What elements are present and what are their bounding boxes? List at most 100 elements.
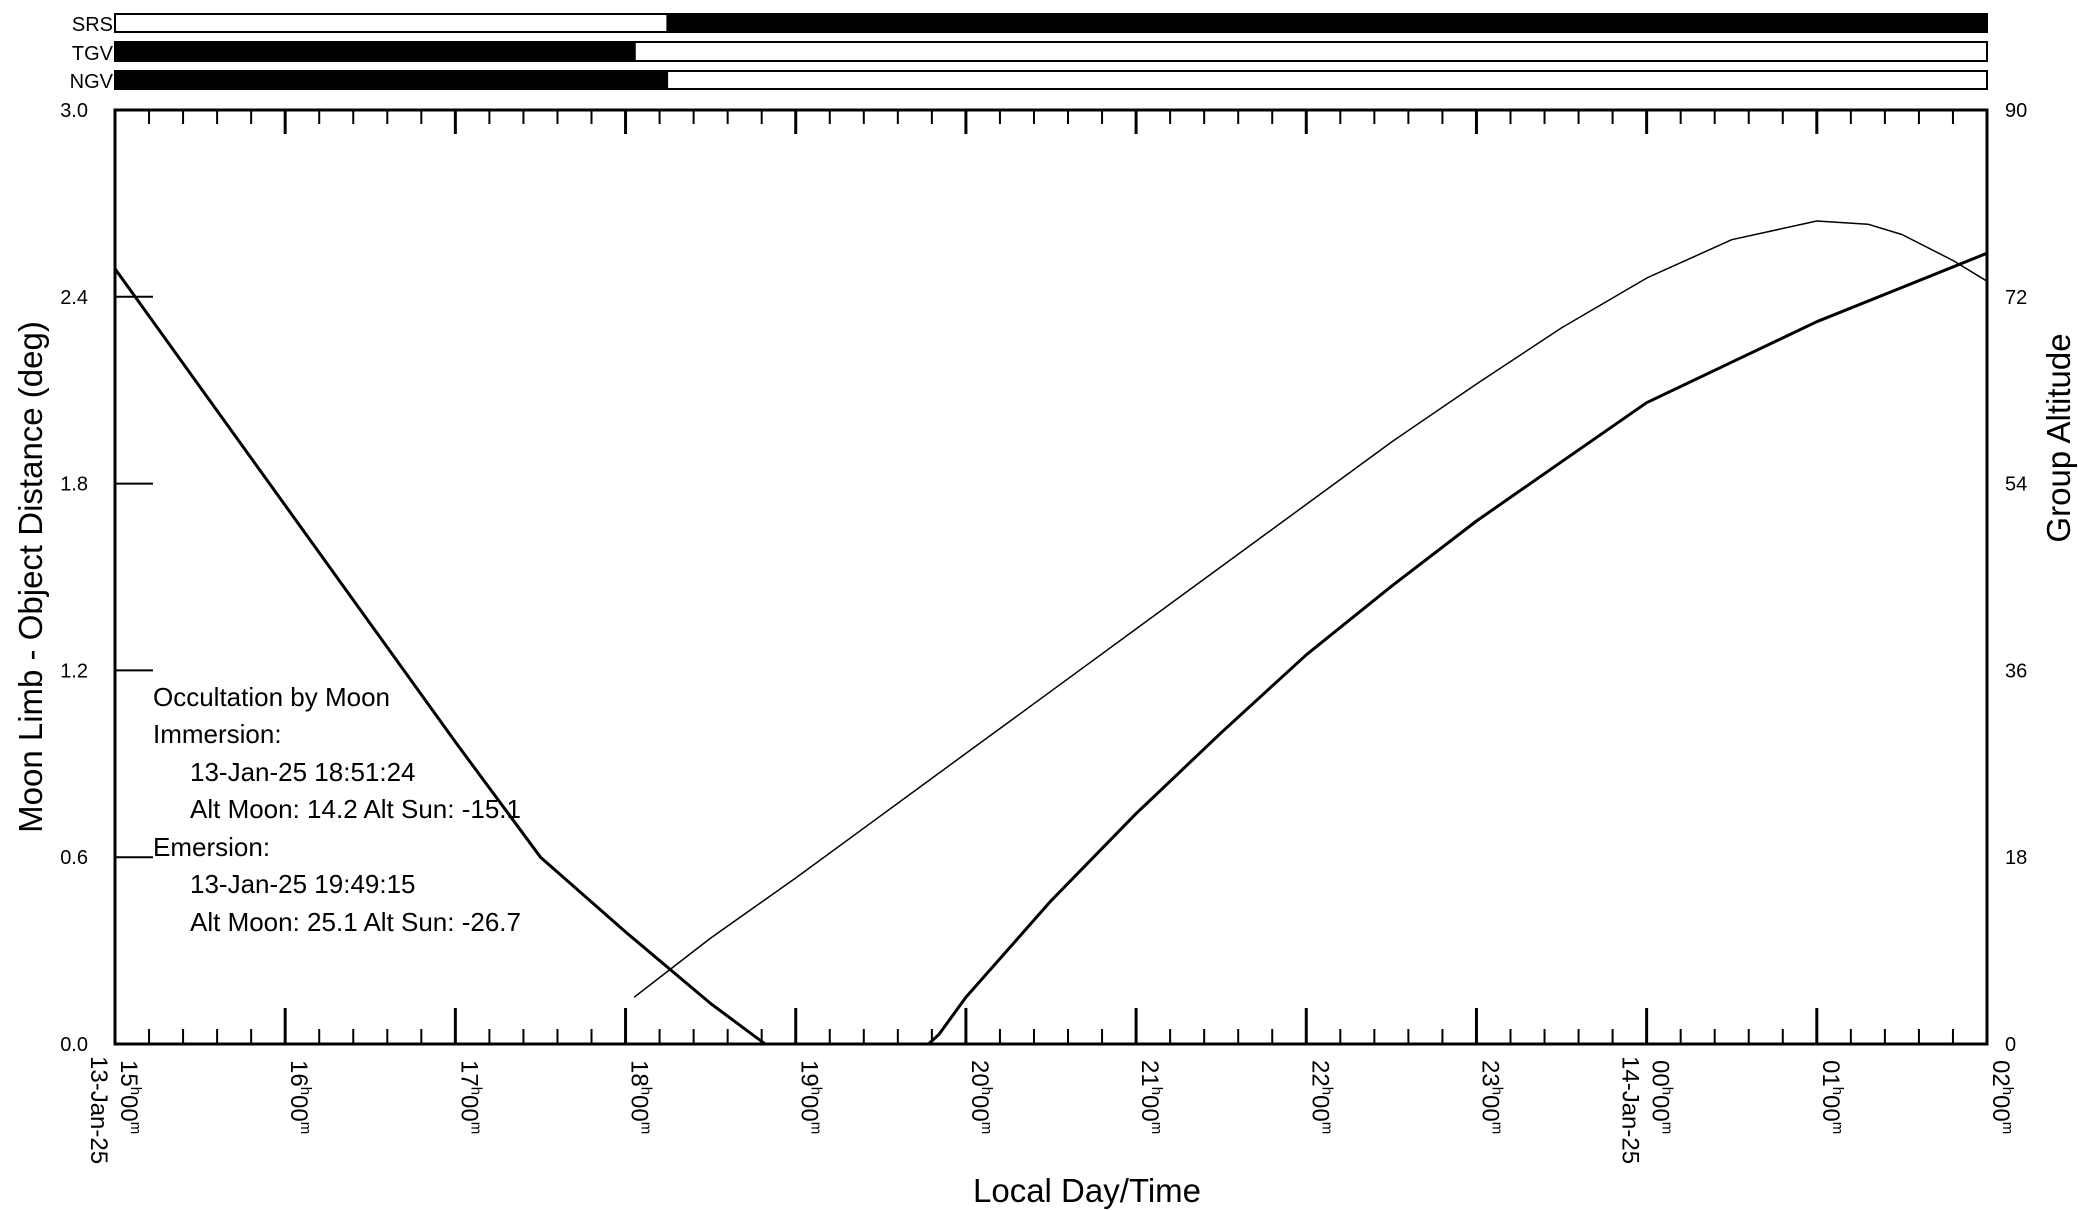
x-axis-title: Local Day/Time bbox=[973, 1172, 1201, 1209]
x-minute-value: 00 bbox=[626, 1095, 653, 1122]
x-hour-unit: h bbox=[978, 1087, 995, 1095]
left-tick-label: 2.4 bbox=[60, 287, 88, 309]
x-minute-value: 00 bbox=[966, 1095, 993, 1122]
right-tick-label: 72 bbox=[2005, 287, 2027, 309]
immersion-altitudes: Alt Moon: 14.2 Alt Sun: -15.1 bbox=[190, 794, 521, 824]
x-hour-value: 20 bbox=[966, 1060, 993, 1087]
x-time-text: 15h00m bbox=[115, 1060, 144, 1134]
x-hour-unit: h bbox=[1318, 1087, 1335, 1095]
x-time-text: 21h00m bbox=[1136, 1060, 1165, 1134]
x-minute-unit: m bbox=[1999, 1122, 2016, 1135]
x-hour-value: 01 bbox=[1817, 1060, 1844, 1087]
status-bars: SRS TGV NGV bbox=[70, 13, 1988, 93]
annotation-title: Occultation by Moon bbox=[153, 682, 390, 712]
x-hour-unit: h bbox=[127, 1087, 144, 1095]
x-hour-value: 22 bbox=[1306, 1060, 1333, 1087]
x-time-label: 15h00m bbox=[115, 1060, 144, 1134]
right-tick-label: 54 bbox=[2005, 474, 2027, 496]
right-tick-label: 90 bbox=[2005, 100, 2027, 122]
x-hour-value: 15 bbox=[115, 1060, 142, 1087]
x-time-text: 00h00m bbox=[1647, 1060, 1676, 1134]
x-time-label: 22h00m bbox=[1306, 1060, 1335, 1134]
x-minute-unit: m bbox=[297, 1122, 314, 1135]
x-minute-unit: m bbox=[1829, 1122, 1846, 1135]
left-tick-label: 0.0 bbox=[60, 1034, 88, 1056]
x-time-text: 18h00m bbox=[626, 1060, 655, 1134]
x-hour-unit: h bbox=[467, 1087, 484, 1095]
x-minute-value: 00 bbox=[455, 1095, 482, 1122]
x-hour-value: 23 bbox=[1476, 1060, 1503, 1087]
x-minute-unit: m bbox=[978, 1122, 995, 1135]
x-time-text: 01h00m bbox=[1817, 1060, 1846, 1134]
x-time-text: 22h00m bbox=[1306, 1060, 1335, 1134]
right-tick-label: 18 bbox=[2005, 847, 2027, 869]
x-hour-value: 21 bbox=[1136, 1060, 1163, 1087]
x-minute-value: 00 bbox=[1817, 1095, 1844, 1122]
x-minute-value: 00 bbox=[1136, 1095, 1163, 1122]
x-time-label: 00h00m bbox=[1647, 1060, 1676, 1134]
x-hour-unit: h bbox=[808, 1087, 825, 1095]
x-hour-unit: h bbox=[1659, 1087, 1676, 1095]
x-date-text: 14-Jan-25 bbox=[1617, 1056, 1644, 1164]
x-hour-value: 17 bbox=[455, 1060, 482, 1087]
bar-segment-srs bbox=[666, 14, 1987, 32]
left-tick-label: 1.2 bbox=[60, 660, 88, 682]
x-hour-unit: h bbox=[638, 1087, 655, 1095]
x-minute-unit: m bbox=[1318, 1122, 1335, 1135]
right-tick-labels: 0 18 36 54 72 90 bbox=[2005, 100, 2027, 1056]
x-time-label: 18h00m bbox=[626, 1060, 655, 1134]
data-series bbox=[113, 220, 1988, 1046]
y-axis-left-title: Moon Limb - Object Distance (deg) bbox=[12, 321, 49, 833]
x-minute-unit: m bbox=[467, 1122, 484, 1135]
x-time-label: 20h00m bbox=[966, 1060, 995, 1134]
emersion-altitudes: Alt Moon: 25.1 Alt Sun: -26.7 bbox=[190, 907, 521, 937]
distance-line bbox=[113, 251, 1988, 1046]
right-tick-label: 36 bbox=[2005, 660, 2027, 682]
x-hour-unit: h bbox=[1829, 1087, 1846, 1095]
axis-ticks bbox=[113, 109, 1989, 1045]
left-tick-label: 1.8 bbox=[60, 474, 88, 496]
x-minute-unit: m bbox=[1488, 1122, 1505, 1135]
x-time-text: 23h00m bbox=[1476, 1060, 1505, 1134]
altitude-line bbox=[633, 220, 1988, 998]
x-hour-value: 02 bbox=[1987, 1060, 2014, 1087]
x-time-label: 17h00m bbox=[455, 1060, 484, 1134]
x-hour-value: 00 bbox=[1647, 1060, 1674, 1087]
x-minute-unit: m bbox=[808, 1122, 825, 1135]
y-axis-right-title: Group Altitude bbox=[2040, 333, 2077, 542]
immersion-label: Immersion: bbox=[153, 719, 282, 749]
x-hour-unit: h bbox=[1148, 1087, 1165, 1095]
x-minute-value: 00 bbox=[115, 1095, 142, 1122]
x-minute-unit: m bbox=[1148, 1122, 1165, 1135]
x-hour-unit: h bbox=[297, 1087, 314, 1095]
bar-segment-ngv bbox=[115, 71, 669, 89]
x-time-text: 02h00m bbox=[1987, 1060, 2016, 1134]
x-minute-value: 00 bbox=[1987, 1095, 2014, 1122]
x-time-label: 01h00m bbox=[1817, 1060, 1846, 1134]
x-date-text: 13-Jan-25 bbox=[85, 1056, 112, 1164]
x-time-text: 20h00m bbox=[966, 1060, 995, 1134]
x-time-text: 17h00m bbox=[455, 1060, 484, 1134]
x-time-label: 02h00m bbox=[1987, 1060, 2016, 1134]
x-hour-value: 19 bbox=[796, 1060, 823, 1087]
x-tick-labels: 15h00m16h00m17h00m18h00m19h00m20h00m21h0… bbox=[85, 1056, 2016, 1164]
left-tick-labels: 0.0 0.6 1.2 1.8 2.4 3.0 bbox=[60, 100, 88, 1056]
x-time-label: 23h00m bbox=[1476, 1060, 1505, 1134]
x-time-text: 16h00m bbox=[285, 1060, 314, 1134]
x-hour-value: 16 bbox=[285, 1060, 312, 1087]
x-hour-value: 18 bbox=[626, 1060, 653, 1087]
immersion-time: 13-Jan-25 18:51:24 bbox=[190, 757, 416, 787]
x-minute-value: 00 bbox=[1647, 1095, 1674, 1122]
left-tick-label: 3.0 bbox=[60, 100, 88, 122]
x-minute-value: 00 bbox=[285, 1095, 312, 1122]
x-time-label: 21h00m bbox=[1136, 1060, 1165, 1134]
x-date-label: 14-Jan-25 bbox=[1617, 1056, 1644, 1164]
x-time-label: 16h00m bbox=[285, 1060, 314, 1134]
x-minute-value: 00 bbox=[1306, 1095, 1333, 1122]
emersion-label: Emersion: bbox=[153, 832, 270, 862]
x-time-text: 19h00m bbox=[796, 1060, 825, 1134]
x-minute-unit: m bbox=[1659, 1122, 1676, 1135]
x-hour-unit: h bbox=[1999, 1087, 2016, 1095]
emersion-time: 13-Jan-25 19:49:15 bbox=[190, 869, 416, 899]
